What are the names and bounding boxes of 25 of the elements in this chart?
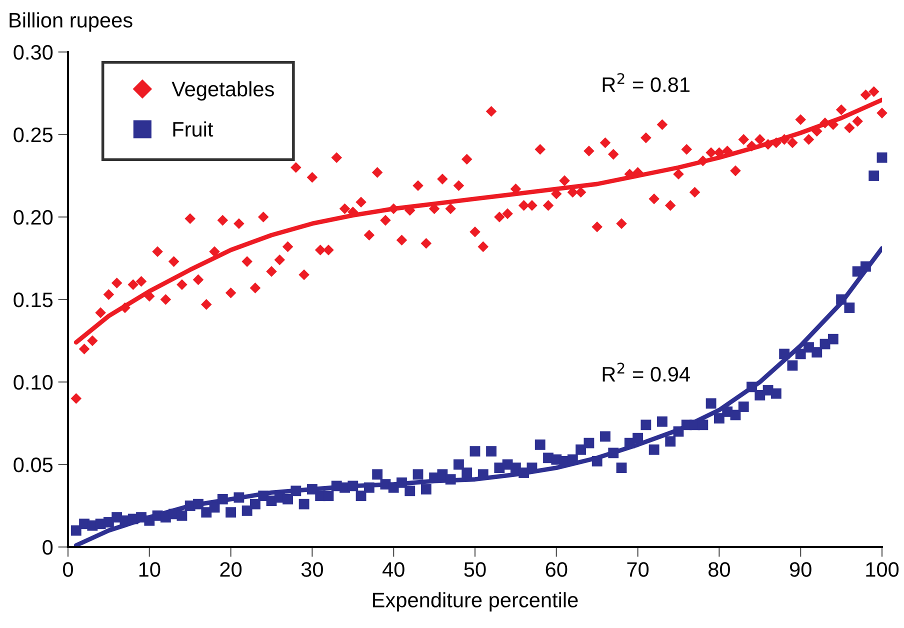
x-tick-label: 80	[708, 562, 730, 577]
annotation: R$^{2}$ = 0.94	[602, 362, 690, 382]
y-tick-label: 0.10	[14, 375, 53, 390]
x-tick-label: 50	[464, 562, 486, 577]
annotation: R$^{2}$ = 0.81	[602, 73, 690, 92]
x-tick-label: 100	[866, 562, 899, 577]
line-series	[74, 246, 882, 547]
x-tick-label: 10	[139, 562, 160, 577]
y-tick-label: 0.25	[14, 128, 53, 142]
x-tick-label: 60	[546, 562, 568, 577]
x-tick-label: 90	[790, 562, 812, 577]
legend-label: Fruit	[173, 121, 214, 137]
x-tick-label: 70	[627, 562, 649, 577]
y-axis-title: Billion rupees	[10, 12, 132, 32]
y-tick-label: 0	[42, 540, 53, 555]
x-axis-title: Expenditure percentile	[373, 592, 578, 612]
legend-label: Vegetables	[172, 81, 274, 101]
x-tick-label: 20	[220, 562, 242, 577]
y-tick-label: 0.05	[14, 458, 53, 472]
y-tick-label: 0.15	[14, 292, 53, 308]
y-tick-label: 0.30	[14, 45, 53, 60]
x-tick-label: 30	[301, 562, 323, 577]
y-tick-label: 0.20	[14, 210, 53, 225]
x-tick-label: 0	[63, 562, 73, 577]
x-tick-label: 40	[382, 562, 404, 577]
